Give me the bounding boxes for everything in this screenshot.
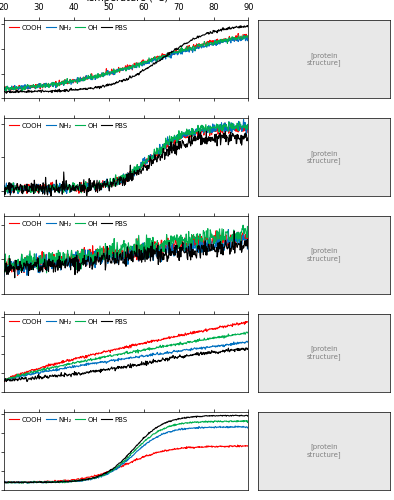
X-axis label: Temperature (°C): Temperature (°C) [84, 0, 168, 2]
Text: [protein
structure]: [protein structure] [307, 248, 341, 262]
Legend: COOH, NH₂, OH, PBS: COOH, NH₂, OH, PBS [7, 220, 128, 228]
Legend: COOH, NH₂, OH, PBS: COOH, NH₂, OH, PBS [7, 415, 128, 424]
Legend: COOH, NH₂, OH, PBS: COOH, NH₂, OH, PBS [7, 24, 128, 32]
Text: [protein
structure]: [protein structure] [307, 346, 341, 360]
Text: [protein
structure]: [protein structure] [307, 444, 341, 458]
Legend: COOH, NH₂, OH, PBS: COOH, NH₂, OH, PBS [7, 317, 128, 326]
Text: [protein
structure]: [protein structure] [307, 150, 341, 164]
Legend: COOH, NH₂, OH, PBS: COOH, NH₂, OH, PBS [7, 122, 128, 130]
Text: [protein
structure]: [protein structure] [307, 52, 341, 66]
